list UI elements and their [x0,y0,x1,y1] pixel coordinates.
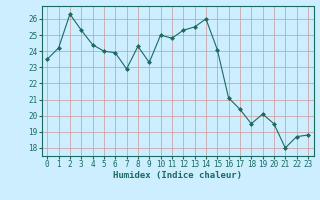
X-axis label: Humidex (Indice chaleur): Humidex (Indice chaleur) [113,171,242,180]
